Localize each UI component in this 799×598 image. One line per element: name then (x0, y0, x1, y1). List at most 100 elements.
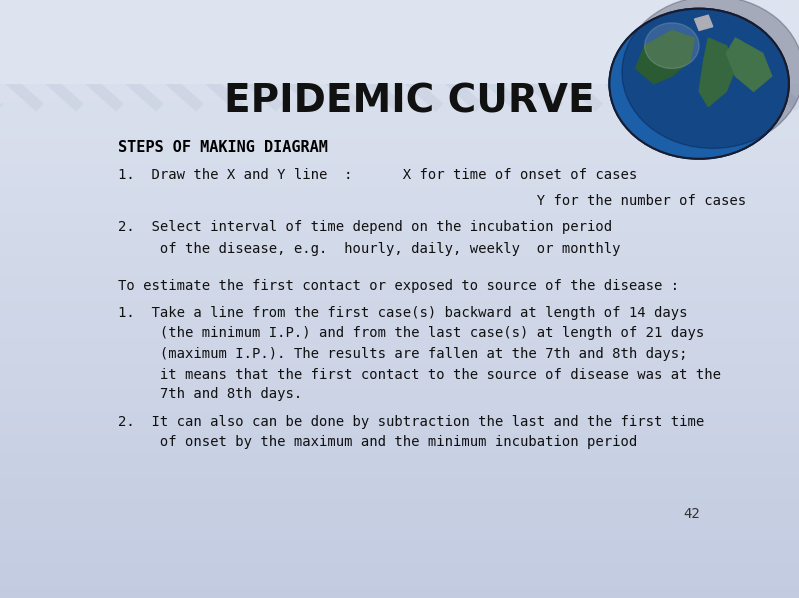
Bar (0, 460, 799, 463)
Bar (0, 374, 799, 377)
Bar (0, 326, 799, 329)
Circle shape (622, 0, 799, 148)
Bar (0, 173, 799, 176)
Bar (0, 535, 799, 538)
Bar (0, 469, 799, 472)
Bar (0, 356, 799, 359)
Bar (0, 227, 799, 230)
Bar (0, 595, 799, 598)
Bar (0, 144, 799, 147)
Bar (0, 293, 799, 296)
Bar (0, 3, 799, 6)
Bar (0, 90, 799, 93)
Bar (0, 508, 799, 511)
Bar (0, 290, 799, 293)
Bar (0, 425, 799, 428)
Bar (0, 248, 799, 251)
Bar (0, 81, 799, 84)
Bar (0, 230, 799, 233)
Bar (0, 63, 799, 66)
Bar (0, 203, 799, 206)
Polygon shape (635, 30, 694, 84)
Bar (0, 416, 799, 419)
Bar (0, 589, 799, 592)
Bar (0, 170, 799, 173)
Bar (0, 574, 799, 577)
Bar (0, 559, 799, 562)
Bar (0, 135, 799, 138)
Bar (0, 287, 799, 290)
Polygon shape (694, 15, 713, 30)
Bar (0, 254, 799, 257)
Bar (0, 481, 799, 484)
Bar (0, 45, 799, 48)
Polygon shape (726, 38, 772, 91)
Bar (0, 347, 799, 350)
Bar (0, 72, 799, 75)
Bar (0, 197, 799, 200)
Bar (0, 413, 799, 416)
Bar (0, 138, 799, 141)
Bar (0, 176, 799, 179)
Bar (0, 583, 799, 586)
Bar (0, 389, 799, 392)
Bar (0, 161, 799, 164)
Bar (0, 380, 799, 383)
Text: 1.  Take a line from the first case(s) backward at length of 14 days: 1. Take a line from the first case(s) ba… (118, 306, 688, 319)
Bar (0, 335, 799, 338)
Bar (0, 517, 799, 520)
Bar (0, 317, 799, 320)
Bar (0, 475, 799, 478)
Bar (0, 565, 799, 568)
Circle shape (645, 23, 699, 69)
Bar (0, 314, 799, 317)
Bar (0, 51, 799, 54)
Bar (0, 24, 799, 27)
Text: To estimate the first contact or exposed to source of the disease :: To estimate the first contact or exposed… (118, 279, 680, 293)
Bar (0, 359, 799, 362)
Bar (0, 472, 799, 475)
Bar (0, 302, 799, 305)
Bar (0, 377, 799, 380)
Bar (0, 320, 799, 323)
Text: (maximum I.P.). The results are fallen at the 7th and 8th days;: (maximum I.P.). The results are fallen a… (118, 347, 688, 361)
Bar (0, 114, 799, 117)
Bar (0, 592, 799, 595)
Bar (0, 30, 799, 33)
Bar (0, 269, 799, 272)
Text: Y for the number of cases: Y for the number of cases (118, 194, 746, 208)
Bar (0, 245, 799, 248)
Bar (0, 36, 799, 39)
Bar (0, 147, 799, 150)
Bar (0, 350, 799, 353)
Bar (0, 132, 799, 135)
Bar (0, 401, 799, 404)
Bar (0, 194, 799, 197)
Bar (0, 299, 799, 302)
Bar (0, 102, 799, 105)
Bar (0, 434, 799, 437)
Bar (0, 553, 799, 556)
Bar (0, 236, 799, 239)
Text: (the minimum I.P.) and from the last case(s) at length of 21 days: (the minimum I.P.) and from the last cas… (118, 327, 705, 340)
Bar (0, 54, 799, 57)
Bar (0, 392, 799, 395)
Bar (0, 371, 799, 374)
Bar (0, 446, 799, 448)
Bar (0, 126, 799, 129)
Bar (0, 257, 799, 260)
Bar (0, 150, 799, 152)
Bar (0, 499, 799, 502)
Text: 2.  Select interval of time depend on the incubation period: 2. Select interval of time depend on the… (118, 221, 613, 234)
Bar (0, 182, 799, 185)
Bar (0, 42, 799, 45)
Bar (0, 120, 799, 123)
Bar (0, 362, 799, 365)
Bar (0, 395, 799, 398)
Bar (0, 296, 799, 299)
Bar (0, 272, 799, 275)
Bar (0, 6, 799, 9)
Bar (0, 437, 799, 440)
Bar (0, 39, 799, 42)
Text: EPIDEMIC CURVE: EPIDEMIC CURVE (225, 83, 594, 121)
